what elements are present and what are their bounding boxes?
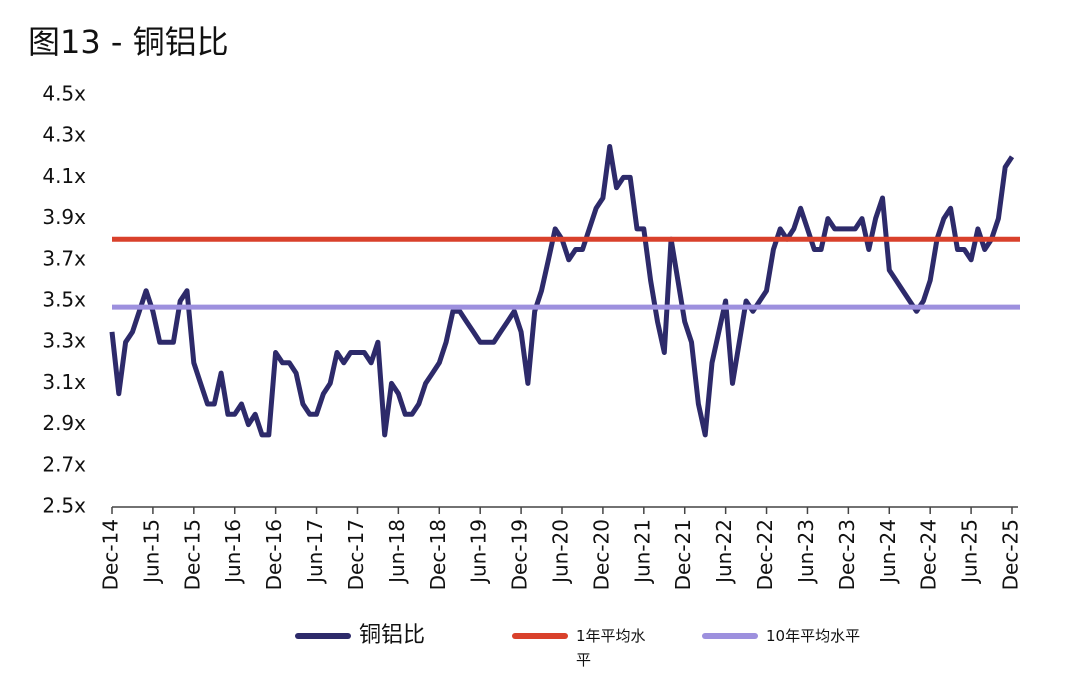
x-tick-label: Jun-23 (794, 519, 818, 585)
x-tick-label: Dec-20 (589, 519, 613, 590)
x-tick-label: Dec-19 (508, 519, 532, 590)
y-tick-label: 2.7x (42, 452, 86, 476)
chart: 图13 - 铜铝比 2.5x 2.7x 2.9x 3.1x 3.3x 3.5x 3.7x 3.… (28, 23, 1023, 590)
legend-label: 10年平均水平 (766, 627, 861, 645)
legend-label: 1年平均水平 (576, 627, 646, 669)
x-tick-label: Dec-23 (835, 519, 859, 590)
y-tick-label: 4.5x (42, 82, 86, 106)
series-line (109, 144, 1015, 438)
chart-title: 图13 - 铜铝比 (28, 23, 229, 61)
x-tick-label: Jun-20 (549, 519, 573, 585)
y-tick-label: 2.5x (42, 494, 86, 518)
y-tick-label: 4.1x (42, 164, 86, 188)
x-tick-label: Jun-21 (630, 519, 654, 585)
x-tick-label: Dec-18 (426, 519, 450, 590)
x-tick-label: Jun-25 (958, 519, 982, 585)
x-tick-label: Dec-21 (671, 519, 695, 590)
legend-swatch (512, 633, 568, 639)
y-tick-label: 3.9x (42, 205, 86, 229)
legend-label: 铜铝比 (359, 623, 426, 648)
x-tick-label: Jun-16 (221, 519, 245, 585)
y-tick-label: 2.9x (42, 411, 86, 435)
y-tick-label: 3.3x (42, 329, 86, 353)
x-tick-label: Dec-17 (344, 519, 368, 590)
legend-swatch (295, 633, 351, 639)
y-tick-label: 3.7x (42, 246, 86, 270)
x-tick-label: Jun-15 (139, 519, 163, 585)
x-tick-label: Dec-25 (999, 519, 1023, 590)
legend-swatch (702, 633, 758, 639)
x-tick-label: Dec-14 (99, 519, 123, 590)
legend-item: 10年平均水平 (702, 624, 860, 648)
legend-item: 铜铝比 (295, 624, 425, 648)
x-tick-label: Dec-22 (753, 519, 777, 590)
x-tick-label: Jun-18 (385, 519, 409, 585)
x-tick-label: Dec-15 (180, 519, 204, 590)
x-tick-label: Jun-24 (876, 519, 900, 585)
x-tick-label: Jun-22 (712, 519, 736, 585)
x-tick-label: Dec-16 (262, 519, 286, 590)
x-tick-label: Jun-17 (303, 519, 327, 585)
y-tick-label: 3.5x (42, 288, 86, 312)
legend-item: 1年平均水平 (512, 624, 658, 672)
x-tick-label: Dec-24 (917, 519, 941, 590)
y-tick-label: 3.1x (42, 370, 86, 394)
x-tick-label: Jun-19 (467, 519, 491, 585)
y-tick-label: 4.3x (42, 123, 86, 147)
